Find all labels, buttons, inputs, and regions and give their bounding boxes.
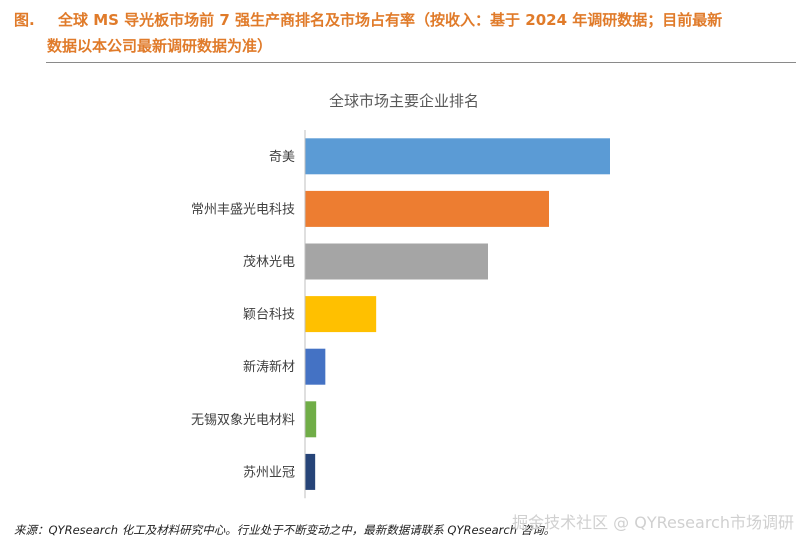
figure-label: 图. bbox=[14, 11, 35, 29]
category-label-5: 新涛新材 bbox=[243, 359, 295, 375]
category-label-4: 颖台科技 bbox=[243, 308, 295, 323]
chart-title: 全球市场主要企业排名 bbox=[328, 92, 479, 110]
figure-title-line2: 数据以本公司最新调研数据为准） bbox=[47, 37, 273, 55]
bar-4 bbox=[305, 296, 377, 333]
category-label-7: 苏州业冠 bbox=[243, 464, 295, 480]
bar-7 bbox=[305, 453, 316, 490]
watermark: 掘金技术社区 @ QYResearch市场调研 bbox=[512, 513, 794, 532]
bar-5 bbox=[305, 348, 326, 385]
bar-6 bbox=[305, 401, 317, 438]
figure-title: 图. 全球 MS 导光板市场前 7 强生产商排名及市场占有率（按收入：基于 202… bbox=[14, 7, 794, 59]
category-label-6: 无锡双象光电材料 bbox=[191, 413, 295, 428]
title-divider bbox=[46, 62, 796, 63]
bar-1 bbox=[305, 138, 610, 175]
category-label-1: 奇美 bbox=[269, 149, 295, 165]
category-label-3: 茂林光电 bbox=[243, 255, 295, 270]
figure-title-line1: 全球 MS 导光板市场前 7 强生产商排名及市场占有率（按收入：基于 2024 … bbox=[58, 11, 723, 29]
category-label-2: 常州丰盛光电科技 bbox=[191, 202, 295, 217]
bar-3 bbox=[305, 243, 488, 280]
bar-2 bbox=[305, 190, 549, 227]
source-note: 来源：QYResearch 化工及材料研究中心。行业处于不断变动之中，最新数据请… bbox=[14, 523, 556, 537]
